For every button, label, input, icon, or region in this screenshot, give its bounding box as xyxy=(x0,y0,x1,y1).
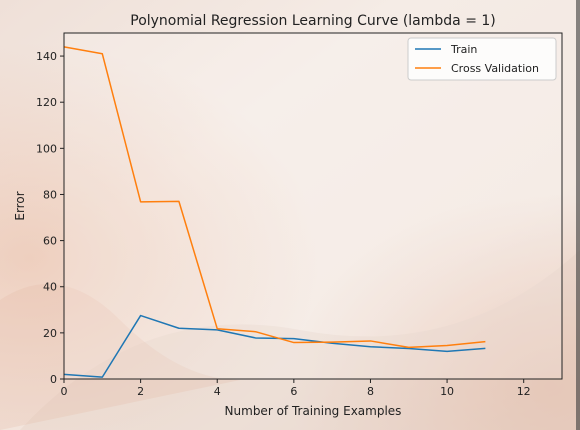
legend-box xyxy=(407,37,557,81)
y-tick-label: 20 xyxy=(43,327,57,340)
y-tick-label: 120 xyxy=(36,96,57,109)
x-tick-label: 12 xyxy=(517,385,531,398)
plot-area xyxy=(64,33,562,379)
y-axis: 0 20 40 60 80 100 120 140 xyxy=(36,50,64,386)
plot-frame xyxy=(63,32,563,380)
x-axis: 0 2 4 6 8 10 12 xyxy=(61,379,531,398)
legend: Train Cross Validation xyxy=(407,37,557,81)
plot-lines xyxy=(63,46,486,378)
x-tick-label: 0 xyxy=(61,385,68,398)
y-tick-label: 100 xyxy=(36,142,57,155)
y-tick-label: 80 xyxy=(43,188,57,201)
x-tick-label: 4 xyxy=(214,385,221,398)
chart-title: Polynomial Regression Learning Curve (la… xyxy=(130,13,496,29)
y-tick-label: 0 xyxy=(50,373,57,386)
x-tick-label: 10 xyxy=(440,385,454,398)
x-axis-label: Number of Training Examples xyxy=(225,404,402,418)
x-tick-label: 8 xyxy=(367,385,374,398)
x-tick-label: 2 xyxy=(137,385,144,398)
legend-label-cross-validation: Cross Validation xyxy=(451,62,539,75)
legend-label-train: Train xyxy=(450,43,477,56)
series-line-train xyxy=(63,314,486,378)
y-tick-label: 60 xyxy=(43,235,57,248)
x-tick-label: 6 xyxy=(290,385,297,398)
y-axis-label: Error xyxy=(13,191,27,220)
series-line-cross-validation xyxy=(63,46,486,349)
y-tick-label: 40 xyxy=(43,281,57,294)
y-tick-label: 140 xyxy=(36,50,57,63)
